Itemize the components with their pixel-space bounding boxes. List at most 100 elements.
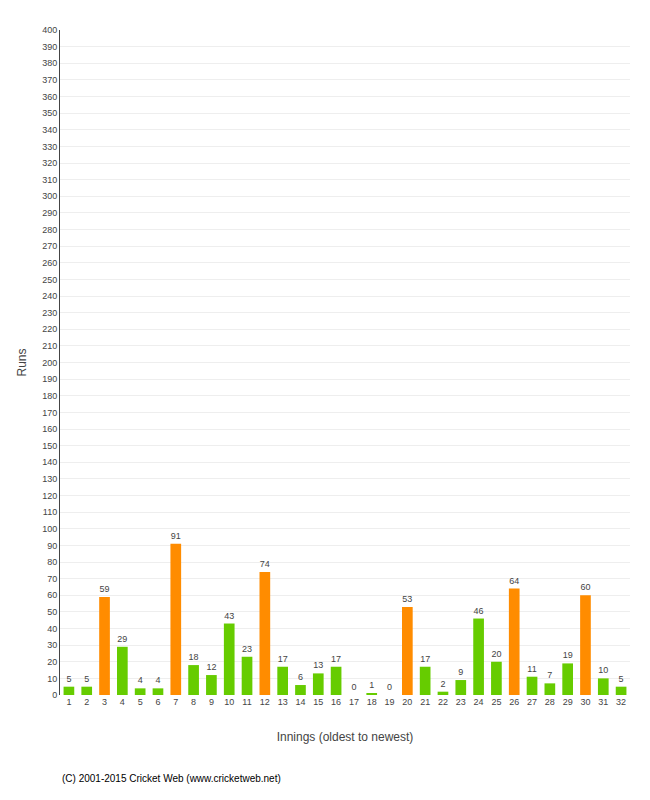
svg-text:190: 190: [42, 374, 57, 384]
svg-text:5: 5: [84, 674, 89, 684]
svg-text:11: 11: [527, 664, 536, 674]
svg-text:200: 200: [42, 358, 57, 368]
svg-text:160: 160: [42, 424, 57, 434]
svg-text:13: 13: [313, 660, 323, 670]
svg-text:4: 4: [120, 697, 125, 707]
svg-text:Runs: Runs: [15, 348, 29, 376]
svg-text:32: 32: [616, 697, 626, 707]
svg-text:210: 210: [42, 341, 57, 351]
svg-text:120: 120: [42, 491, 57, 501]
svg-text:80: 80: [47, 557, 57, 567]
svg-text:64: 64: [509, 576, 519, 586]
svg-text:4: 4: [155, 675, 160, 685]
svg-text:300: 300: [42, 191, 57, 201]
svg-text:31: 31: [598, 697, 608, 707]
svg-text:1: 1: [369, 680, 374, 690]
svg-text:43: 43: [224, 611, 234, 621]
svg-text:13: 13: [278, 697, 288, 707]
svg-text:320: 320: [42, 158, 57, 168]
svg-text:0: 0: [351, 682, 356, 692]
svg-text:11: 11: [242, 697, 251, 707]
svg-text:20: 20: [402, 697, 412, 707]
svg-text:17: 17: [278, 654, 288, 664]
svg-text:28: 28: [545, 697, 555, 707]
svg-text:330: 330: [42, 142, 57, 152]
svg-text:270: 270: [42, 241, 57, 251]
svg-text:60: 60: [47, 590, 57, 600]
svg-text:60: 60: [580, 582, 590, 592]
svg-text:30: 30: [47, 640, 57, 650]
svg-text:350: 350: [42, 108, 57, 118]
svg-text:110: 110: [43, 507, 57, 517]
svg-text:130: 130: [42, 474, 57, 484]
svg-text:18: 18: [189, 652, 199, 662]
svg-text:9: 9: [458, 667, 463, 677]
svg-text:21: 21: [420, 697, 430, 707]
svg-text:150: 150: [42, 441, 57, 451]
svg-text:91: 91: [171, 531, 181, 541]
svg-text:19: 19: [563, 650, 573, 660]
svg-text:17: 17: [420, 654, 430, 664]
svg-text:370: 370: [42, 75, 57, 85]
svg-text:0: 0: [387, 682, 392, 692]
svg-text:340: 340: [42, 125, 57, 135]
svg-text:2: 2: [84, 697, 89, 707]
svg-text:2: 2: [440, 679, 445, 689]
svg-text:53: 53: [402, 594, 412, 604]
svg-text:100: 100: [42, 524, 57, 534]
svg-text:220: 220: [42, 324, 57, 334]
svg-text:26: 26: [509, 697, 519, 707]
svg-text:23: 23: [456, 697, 466, 707]
svg-text:1: 1: [66, 697, 71, 707]
svg-text:59: 59: [100, 584, 110, 594]
svg-text:180: 180: [42, 391, 57, 401]
svg-text:10: 10: [47, 674, 57, 684]
svg-text:30: 30: [580, 697, 590, 707]
svg-text:50: 50: [47, 607, 57, 617]
svg-text:360: 360: [42, 92, 57, 102]
svg-text:70: 70: [47, 574, 57, 584]
svg-text:17: 17: [349, 697, 359, 707]
svg-text:240: 240: [42, 291, 57, 301]
svg-text:280: 280: [42, 225, 57, 235]
svg-text:15: 15: [313, 697, 323, 707]
svg-text:29: 29: [117, 634, 127, 644]
svg-text:12: 12: [206, 662, 216, 672]
svg-text:6: 6: [155, 697, 160, 707]
svg-text:5: 5: [619, 674, 624, 684]
svg-text:23: 23: [242, 644, 252, 654]
svg-text:25: 25: [491, 697, 501, 707]
svg-text:290: 290: [42, 208, 57, 218]
svg-text:6: 6: [298, 672, 303, 682]
svg-text:(C) 2001-2015 Cricket Web (www: (C) 2001-2015 Cricket Web (www.cricketwe…: [62, 773, 281, 784]
svg-text:22: 22: [438, 697, 448, 707]
svg-text:17: 17: [331, 654, 341, 664]
svg-text:170: 170: [42, 408, 57, 418]
svg-text:18: 18: [367, 697, 377, 707]
svg-text:230: 230: [42, 308, 57, 318]
svg-text:8: 8: [191, 697, 196, 707]
svg-text:12: 12: [260, 697, 270, 707]
svg-text:20: 20: [491, 649, 501, 659]
svg-text:14: 14: [295, 697, 305, 707]
svg-text:5: 5: [66, 674, 71, 684]
svg-text:20: 20: [47, 657, 57, 667]
svg-text:7: 7: [547, 670, 552, 680]
svg-text:29: 29: [563, 697, 573, 707]
svg-text:390: 390: [42, 42, 57, 52]
svg-text:0: 0: [52, 690, 57, 700]
svg-text:5: 5: [138, 697, 143, 707]
svg-text:310: 310: [42, 175, 57, 185]
svg-text:260: 260: [42, 258, 57, 268]
svg-text:400: 400: [42, 25, 57, 35]
svg-text:10: 10: [598, 665, 608, 675]
svg-text:74: 74: [260, 559, 270, 569]
svg-text:16: 16: [331, 697, 341, 707]
svg-text:40: 40: [47, 624, 57, 634]
svg-text:24: 24: [474, 697, 484, 707]
svg-text:19: 19: [385, 697, 395, 707]
svg-text:4: 4: [138, 675, 143, 685]
svg-text:27: 27: [527, 697, 537, 707]
svg-text:7: 7: [173, 697, 178, 707]
svg-text:9: 9: [209, 697, 214, 707]
